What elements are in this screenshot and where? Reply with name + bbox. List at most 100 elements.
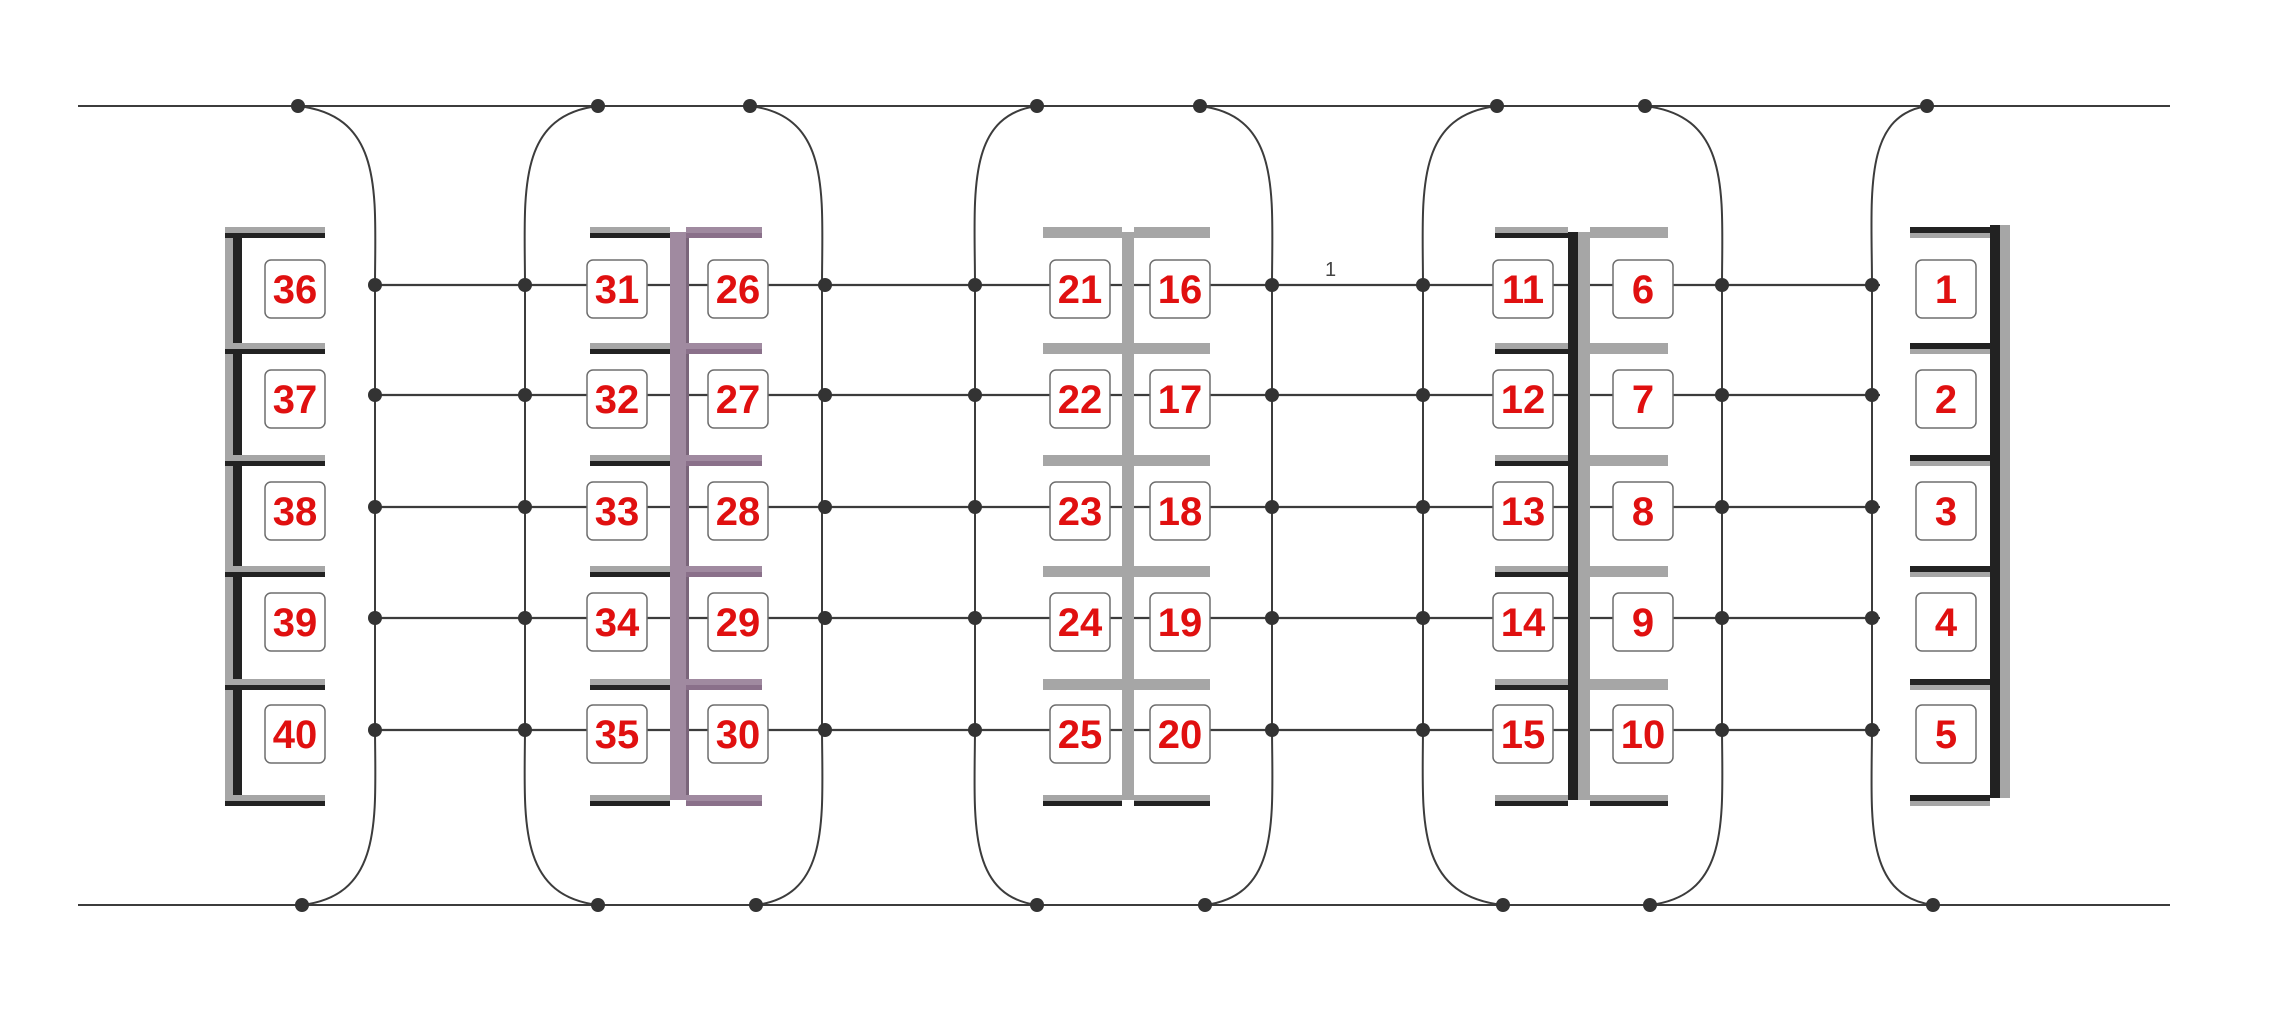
right-shelf-spine-light <box>2000 225 2010 798</box>
row-node-3-1 <box>368 500 382 514</box>
slot-32-label: 32 <box>595 378 640 422</box>
bay4-right-divider-2-light <box>1590 343 1668 349</box>
top-rail-node-3 <box>743 99 757 113</box>
row-node-2-5 <box>1265 388 1279 402</box>
bay4-right-divider-6-light <box>1590 795 1668 801</box>
row-node-3-4 <box>968 500 982 514</box>
bay4-left-divider-3-dark <box>1495 461 1568 466</box>
row-node-1-8 <box>1865 278 1879 292</box>
right-shelf-divider-1-light <box>1910 227 1990 233</box>
row-node-5-6 <box>1416 723 1430 737</box>
bay3-left-divider-1-dark <box>1043 233 1122 238</box>
slot-36-box <box>264 259 326 319</box>
slot-31-box <box>586 259 648 319</box>
top-rail-node-1 <box>291 99 305 113</box>
bay2-left-divider-4-dark <box>590 572 670 577</box>
row-node-1-2 <box>518 278 532 292</box>
slot-26-box <box>707 259 769 319</box>
slot-6-label: 6 <box>1632 268 1654 312</box>
slot-16-box <box>1149 259 1211 319</box>
row-node-1-4 <box>968 278 982 292</box>
bottom-rail-node-8 <box>1926 898 1940 912</box>
right-shelf-divider-5-light <box>1910 679 1990 685</box>
row-node-4-2 <box>518 611 532 625</box>
bottom-rail-node-1 <box>295 898 309 912</box>
slot-30-box <box>707 704 769 764</box>
bay3-right-divider-2-light <box>1134 343 1210 349</box>
row-node-2-1 <box>368 388 382 402</box>
row-node-3-3 <box>818 500 832 514</box>
top-rail-node-6 <box>1490 99 1504 113</box>
bay2-right-divider-5-dark <box>686 685 762 690</box>
loop-bay-3-right-arc <box>1199 105 1274 906</box>
slot-16-label: 16 <box>1158 268 1203 312</box>
slot-23-label: 23 <box>1058 490 1103 534</box>
bay2-left-divider-1-dark <box>590 233 670 238</box>
top-rail-node-2 <box>591 99 605 113</box>
bay3-right-divider-3-light <box>1134 455 1210 461</box>
slot-21-label: 21 <box>1058 268 1103 312</box>
row-node-3-5 <box>1265 500 1279 514</box>
bay4-right-divider-5-dark <box>1590 685 1668 690</box>
bay2-left-divider-5-light <box>590 679 670 685</box>
right-shelf-divider-4-light <box>1910 566 1990 572</box>
bay3-shelf-spine <box>1122 232 1134 800</box>
slot-17-label: 17 <box>1158 378 1203 422</box>
left-shelf-divider-4-light <box>225 566 325 572</box>
bay4-left-divider-6-light <box>1495 795 1568 801</box>
slot-22-label: 22 <box>1058 378 1103 422</box>
bay3-right-divider-5-dark <box>1134 685 1210 690</box>
bay4-right-divider-6-dark <box>1590 801 1668 806</box>
slot-38-box <box>264 481 326 541</box>
bay4-shelf-spine-light <box>1578 232 1590 800</box>
bay2-left-divider-2-light <box>590 343 670 349</box>
left-shelf-divider-3-light <box>225 455 325 461</box>
slot-3-label: 3 <box>1935 490 1957 534</box>
slot-17-box <box>1149 369 1211 429</box>
slot-21-box <box>1049 259 1111 319</box>
left-shelf-divider-2-light <box>225 343 325 349</box>
bay2-left-divider-2-dark <box>590 349 670 354</box>
bottom-rail-node-7 <box>1643 898 1657 912</box>
left-shelf-divider-2-dark <box>225 349 325 354</box>
left-shelf-divider-4-dark <box>225 572 325 577</box>
bay4-left-divider-1-dark <box>1495 233 1568 238</box>
bay3-right-divider-1-light <box>1134 227 1210 233</box>
bay3-left-divider-5-dark <box>1043 685 1122 690</box>
junction-nodes <box>291 99 1940 912</box>
left-shelf-divider-5-light <box>225 679 325 685</box>
slot-9-box <box>1612 592 1674 652</box>
row-node-5-1 <box>368 723 382 737</box>
top-rail-node-7 <box>1638 99 1652 113</box>
bay3-right-divider-2-dark <box>1134 349 1210 354</box>
slot-38-label: 38 <box>273 490 318 534</box>
top-rail-node-5 <box>1193 99 1207 113</box>
slot-2-box <box>1915 369 1977 429</box>
slot-25-box <box>1049 704 1111 764</box>
bottom-rail-node-2 <box>591 898 605 912</box>
slot-1-box <box>1915 259 1977 319</box>
row-node-4-3 <box>818 611 832 625</box>
bay4-left-divider-4-light <box>1495 566 1568 572</box>
row-node-5-8 <box>1865 723 1879 737</box>
slot-32-box <box>586 369 648 429</box>
bottom-rail-node-5 <box>1198 898 1212 912</box>
left-shelf-divider-6-dark <box>225 801 325 806</box>
slot-36-label: 36 <box>273 268 318 312</box>
slot-25-label: 25 <box>1058 713 1103 757</box>
slot-24-box <box>1049 592 1111 652</box>
top-rail-node-8 <box>1920 99 1934 113</box>
right-shelf-divider-2-dark <box>1910 349 1990 354</box>
slot-1-label: 1 <box>1935 268 1957 312</box>
slot-14-label: 14 <box>1501 601 1546 645</box>
bay2-right-divider-6-light <box>686 795 762 801</box>
slot-4-box <box>1915 592 1977 652</box>
slot-19-box <box>1149 592 1211 652</box>
bay2-right-divider-6-dark <box>686 801 762 806</box>
loop-bay-4-left-arc <box>1421 105 1504 906</box>
slot-39-label: 39 <box>273 601 318 645</box>
row-node-2-6 <box>1416 388 1430 402</box>
left-shelf-divider-1-light <box>225 227 325 233</box>
row-node-5-7 <box>1715 723 1729 737</box>
